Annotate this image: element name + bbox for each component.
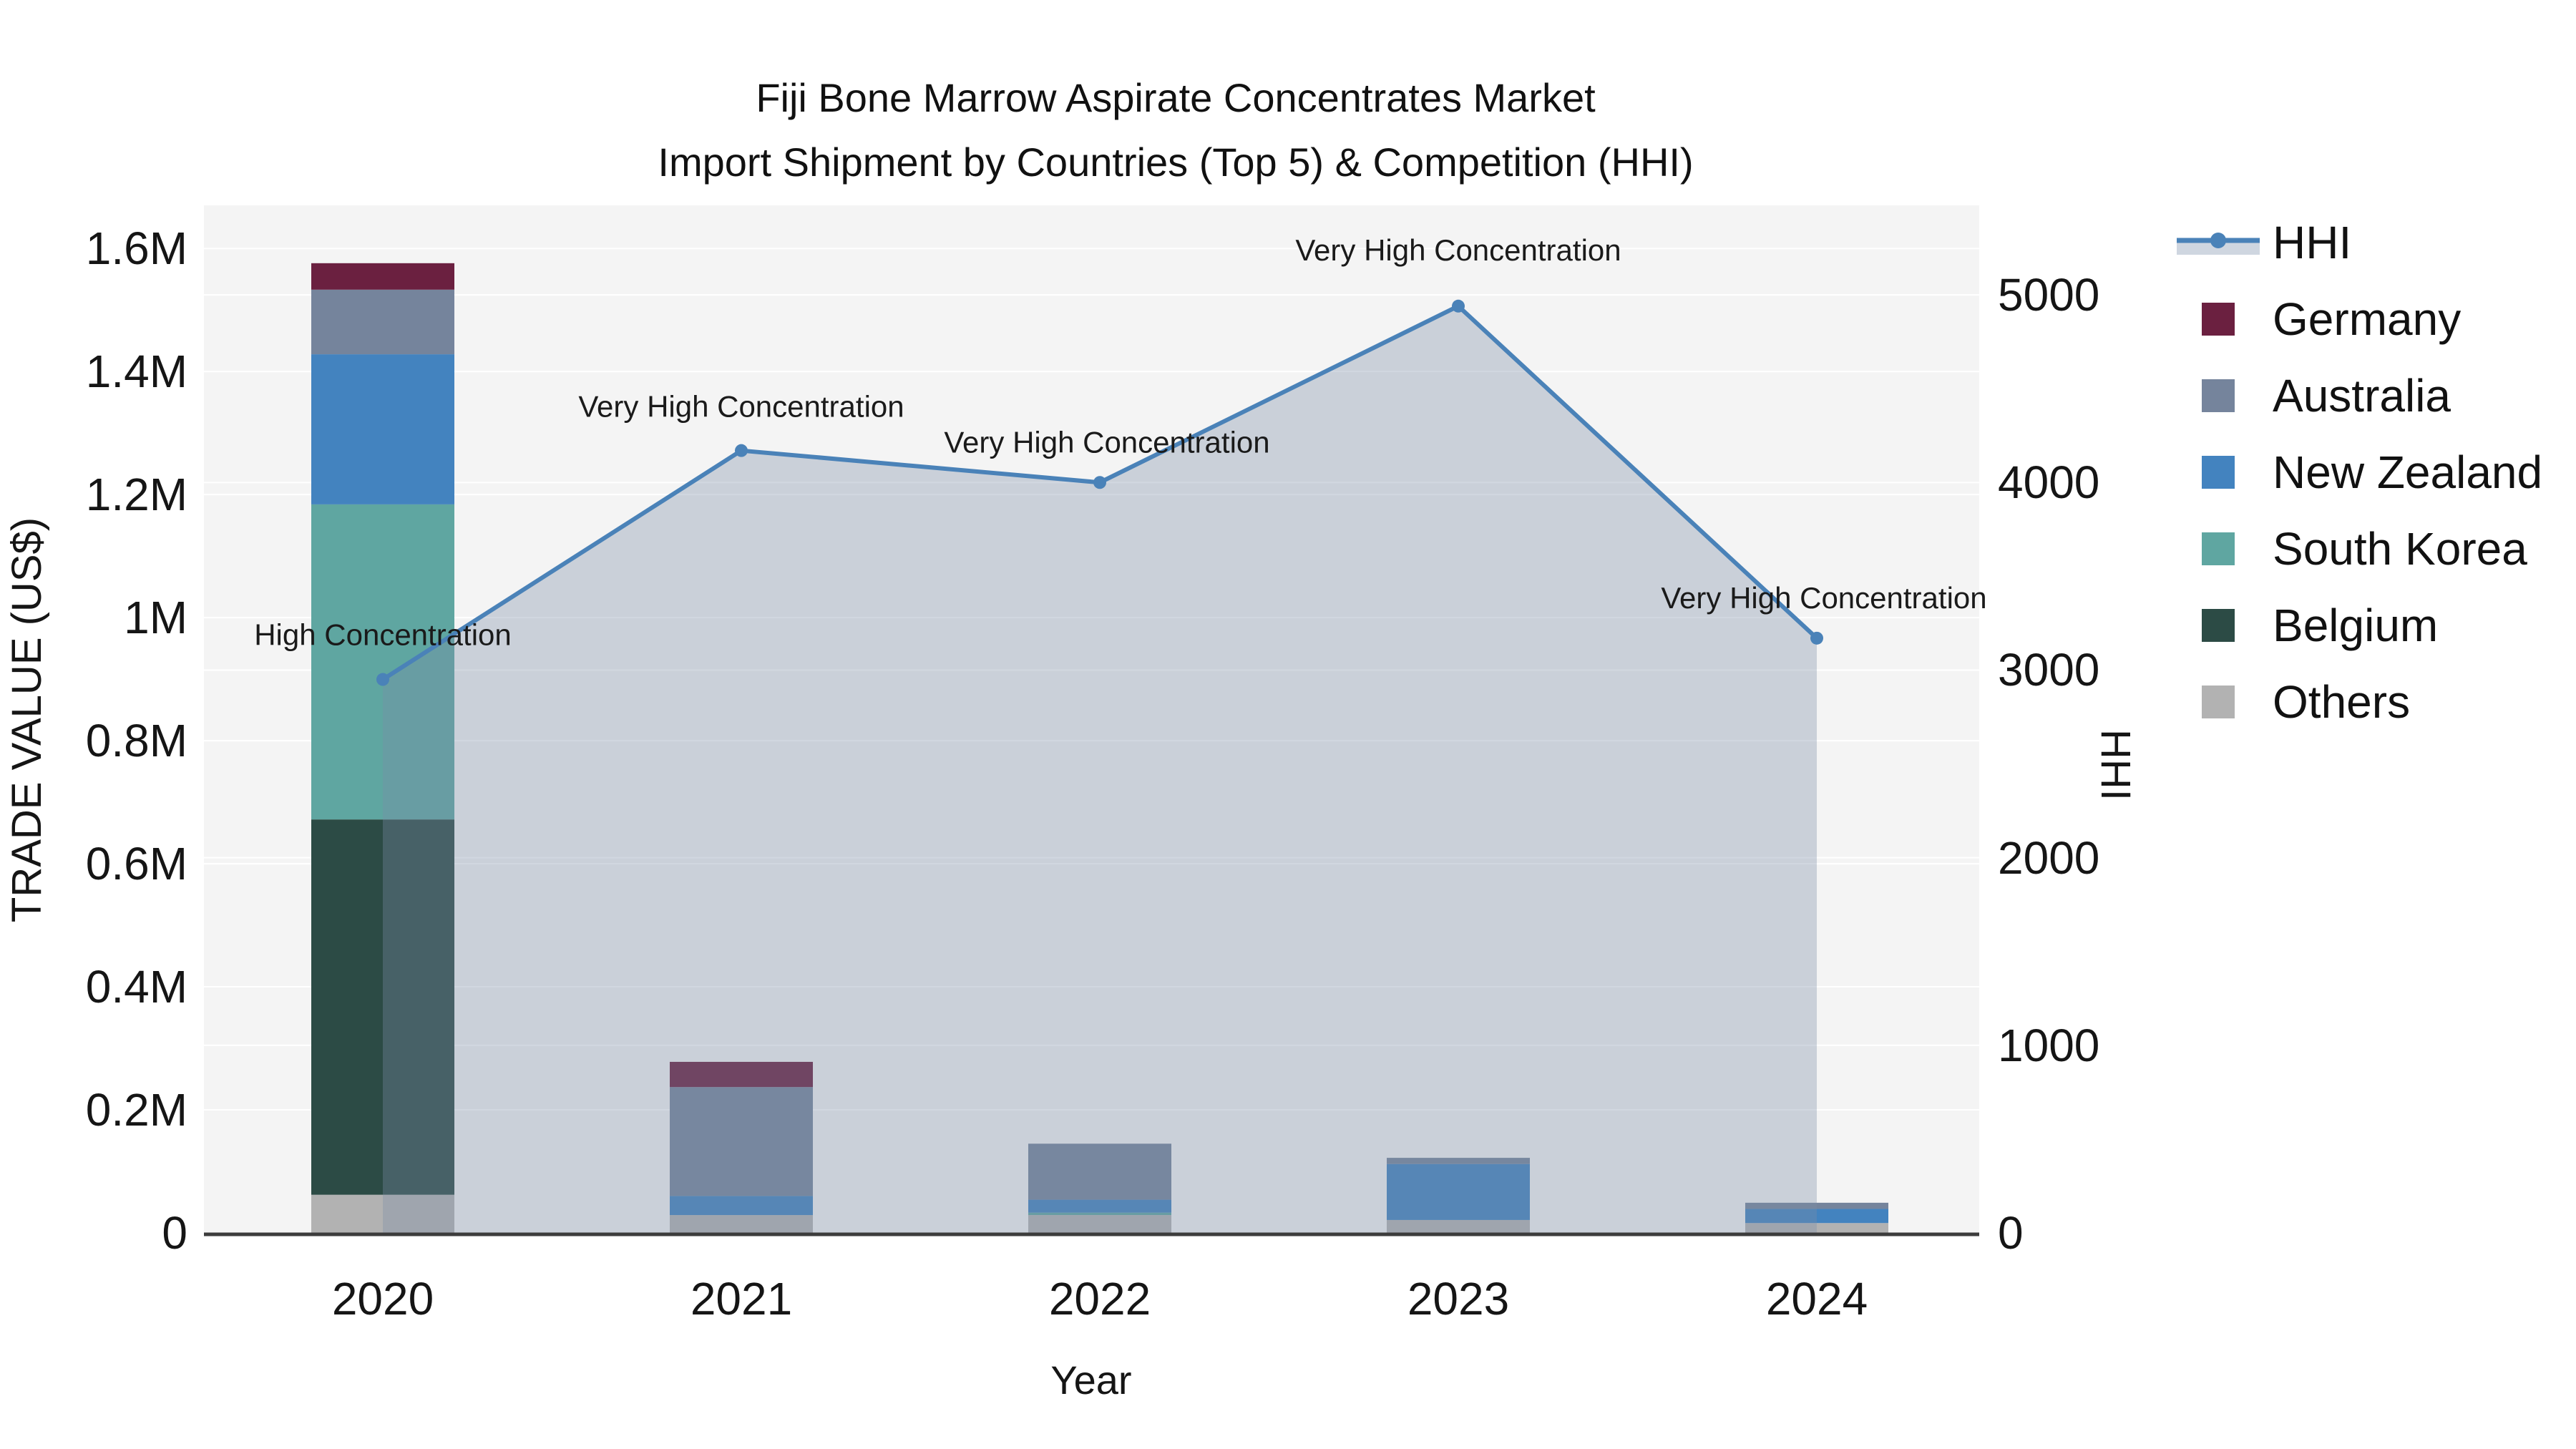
legend-label: South Korea <box>2273 522 2527 575</box>
bar-segment-new-zealand-2023 <box>1387 1163 1530 1220</box>
y-tick-left-0.4M: 0.4M <box>85 961 187 1013</box>
legend-line-swatch-icon <box>2175 225 2261 260</box>
bar-segment-belgium-2020 <box>311 819 454 1195</box>
hhi-marker-2024 <box>1810 631 1823 645</box>
legend-item-others: Others <box>2175 663 2542 740</box>
bar-segment-australia-2021 <box>670 1087 813 1196</box>
y-tick-left-1.2M: 1.2M <box>85 469 187 521</box>
bar-segment-south-korea-2020 <box>311 504 454 820</box>
legend-color-swatch-icon <box>2175 532 2261 565</box>
x-tick-2024: 2024 <box>1765 1273 1868 1324</box>
bar-segment-others-2024 <box>1745 1223 1888 1233</box>
chart-title: Fiji Bone Marrow Aspirate Concentrates M… <box>0 66 2351 195</box>
annotation-2024: Very High Concentration <box>1661 581 1986 615</box>
bar-segment-australia-2023 <box>1387 1158 1530 1164</box>
bar-segment-new-zealand-2021 <box>670 1196 813 1216</box>
y-tick-left-1.4M: 1.4M <box>85 346 187 398</box>
hhi-marker-2022 <box>1093 476 1106 489</box>
legend-item-new-zealand: New Zealand <box>2175 434 2542 510</box>
legend-item-belgium: Belgium <box>2175 587 2542 663</box>
hhi-marker-2020 <box>376 673 389 686</box>
bar-segment-south-korea-2022 <box>1028 1212 1171 1216</box>
bar-segment-new-zealand-2020 <box>311 354 454 504</box>
legend-item-germany: Germany <box>2175 280 2542 357</box>
x-tick-2021: 2021 <box>690 1273 793 1324</box>
bar-segment-others-2021 <box>670 1215 813 1233</box>
x-tick-2020: 2020 <box>331 1273 434 1324</box>
annotation-2021: Very High Concentration <box>578 390 904 424</box>
hhi-marker-2021 <box>735 444 748 457</box>
plot-background <box>204 205 1979 1233</box>
x-tick-2022: 2022 <box>1048 1273 1151 1324</box>
y-tick-left-0.8M: 0.8M <box>85 715 187 767</box>
chart-title-line1: Fiji Bone Marrow Aspirate Concentrates M… <box>756 75 1596 120</box>
bar-segment-others-2022 <box>1028 1215 1171 1233</box>
hhi-area-fill <box>383 306 1817 1234</box>
legend-color-swatch-icon <box>2175 379 2261 412</box>
hhi-marker-2023 <box>1452 299 1465 313</box>
legend-item-south-korea: South Korea <box>2175 510 2542 587</box>
annotation-2023: Very High Concentration <box>1295 233 1621 267</box>
legend: HHI Germany Australia New Zealand South Kore… <box>2175 204 2542 740</box>
bar-segment-australia-2024 <box>1745 1202 1888 1209</box>
legend-color-swatch-icon <box>2175 455 2261 489</box>
y-tick-left-1.6M: 1.6M <box>85 223 187 275</box>
y-tick-right-2000: 2000 <box>1998 831 2100 884</box>
bar-segment-germany-2020 <box>311 263 454 290</box>
legend-label: Others <box>2273 675 2411 728</box>
y-tick-right-4000: 4000 <box>1998 457 2100 509</box>
bar-segment-germany-2021 <box>670 1061 813 1088</box>
legend-color-swatch-icon <box>2175 608 2261 642</box>
y-tick-left-1M: 1M <box>124 592 187 644</box>
legend-label: Germany <box>2273 293 2462 345</box>
y-tick-right-5000: 5000 <box>1998 269 2100 321</box>
legend-label: Australia <box>2273 369 2451 421</box>
bar-segment-others-2020 <box>311 1194 454 1233</box>
legend-color-swatch-icon <box>2175 685 2261 718</box>
annotation-2022: Very High Concentration <box>944 425 1269 459</box>
legend-item-australia: Australia <box>2175 357 2542 434</box>
bar-segment-australia-2020 <box>311 289 454 355</box>
bar-segment-new-zealand-2024 <box>1745 1209 1888 1224</box>
legend-label: Belgium <box>2273 599 2439 651</box>
x-tick-2023: 2023 <box>1407 1273 1510 1324</box>
y-tick-right-3000: 3000 <box>1998 644 2100 696</box>
bar-segment-new-zealand-2022 <box>1028 1199 1171 1213</box>
bar-segment-others-2023 <box>1387 1219 1530 1233</box>
y-tick-left-0: 0 <box>162 1207 187 1259</box>
y-tick-left-0.2M: 0.2M <box>85 1084 187 1136</box>
legend-label: New Zealand <box>2273 446 2543 498</box>
legend-color-swatch-icon <box>2175 302 2261 336</box>
y-tick-left-0.6M: 0.6M <box>85 838 187 890</box>
y-tick-right-1000: 1000 <box>1998 1019 2100 1071</box>
annotation-2020: High Concentration <box>254 618 512 652</box>
y-tick-right-0: 0 <box>1998 1207 2024 1259</box>
bar-segment-australia-2022 <box>1028 1143 1171 1200</box>
chart-title-line2: Import Shipment by Countries (Top 5) & C… <box>658 140 1694 185</box>
x-axis-title: Year <box>1050 1357 1132 1402</box>
legend-label: HHI <box>2273 216 2352 268</box>
legend-item-hhi: HHI <box>2175 204 2542 280</box>
